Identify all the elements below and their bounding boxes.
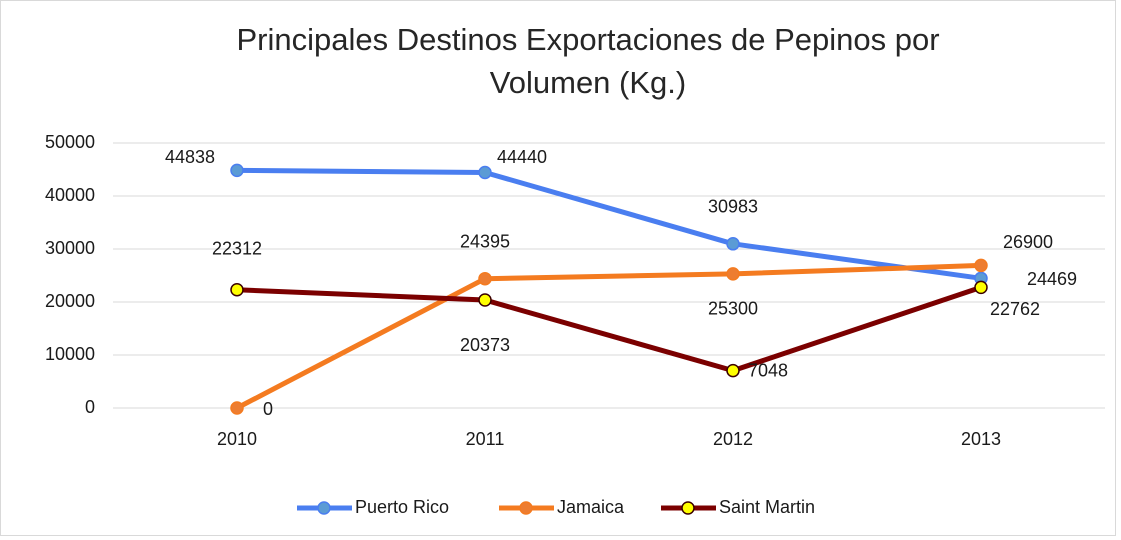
data-label: 24395 xyxy=(460,231,510,251)
x-tick-label: 2010 xyxy=(217,429,257,449)
series-line xyxy=(235,262,982,411)
x-tick-label: 2013 xyxy=(961,429,1001,449)
data-label: 44838 xyxy=(165,147,215,167)
data-label: 22312 xyxy=(212,238,262,258)
legend-label: Saint Martin xyxy=(719,497,815,517)
y-tick-label: 40000 xyxy=(45,185,95,205)
chart-title: Principales Destinos Exportaciones de Pe… xyxy=(236,22,940,100)
data-label: 20373 xyxy=(460,335,510,355)
data-label: 26900 xyxy=(1003,232,1053,252)
legend-marker xyxy=(681,501,695,515)
data-label: 30983 xyxy=(708,197,758,217)
data-label: 0 xyxy=(263,399,273,419)
data-label: 24469 xyxy=(1027,269,1077,289)
data-point xyxy=(726,267,740,281)
data-point xyxy=(974,280,988,295)
data-point xyxy=(230,163,244,178)
y-tick-label: 50000 xyxy=(45,132,95,152)
data-point xyxy=(478,271,492,286)
data-point xyxy=(478,293,492,307)
data-point xyxy=(230,401,244,415)
series-line xyxy=(236,284,982,374)
data-point xyxy=(974,258,988,273)
data-point xyxy=(726,237,740,251)
data-label: 22762 xyxy=(990,299,1040,319)
data-label: 25300 xyxy=(708,299,758,319)
data-label: 44440 xyxy=(497,147,547,167)
y-tick-label: 0 xyxy=(85,397,95,417)
y-tick-label: 10000 xyxy=(45,344,95,364)
data-point xyxy=(726,363,740,378)
data-point xyxy=(478,165,492,180)
legend-label: Jamaica xyxy=(557,497,625,517)
x-tick-label: 2012 xyxy=(713,429,753,449)
x-tick-label: 2011 xyxy=(466,429,505,449)
legend-marker xyxy=(317,501,331,515)
y-tick-label: 30000 xyxy=(45,238,95,258)
y-tick-label: 20000 xyxy=(45,291,95,311)
data-label: 7048 xyxy=(748,360,788,380)
data-point xyxy=(230,282,244,297)
legend-label: Puerto Rico xyxy=(355,497,449,517)
legend-marker xyxy=(519,501,533,515)
series-line xyxy=(236,167,982,281)
